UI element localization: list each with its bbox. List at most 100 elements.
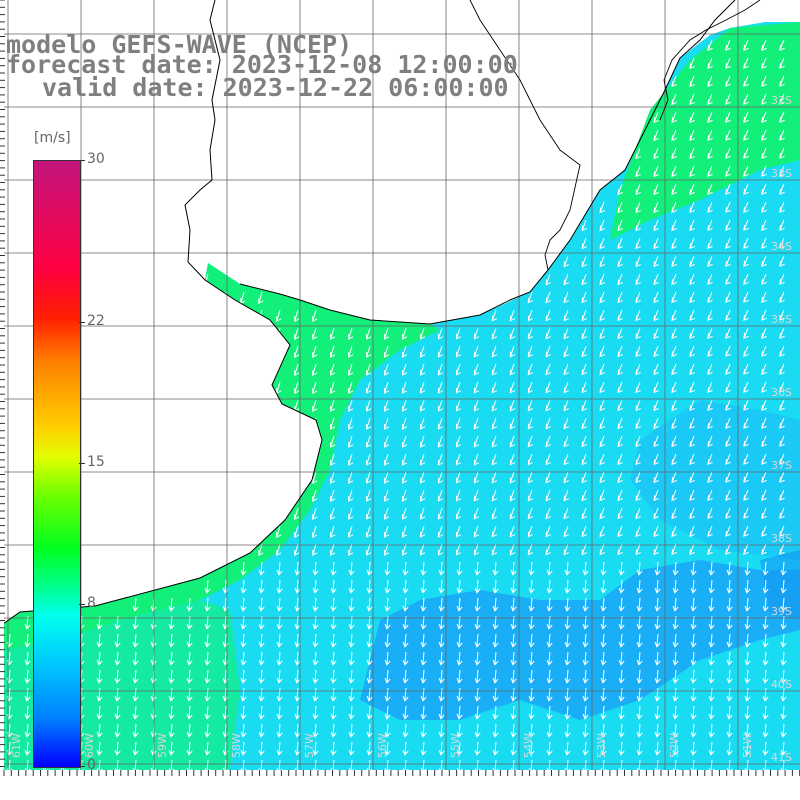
- wind-arrow: [294, 633, 301, 648]
- lon-label: 60W: [83, 733, 96, 758]
- wind-arrow: [653, 417, 659, 430]
- wind-arrow: [276, 651, 283, 666]
- wind-arrow: [564, 633, 571, 648]
- wind-arrow: [726, 651, 733, 666]
- wind-arrow: [366, 687, 373, 702]
- wind-arrow: [689, 183, 695, 195]
- wind-arrow: [276, 669, 283, 684]
- wind-arrow: [744, 705, 751, 720]
- wind-arrow: [743, 111, 749, 123]
- wind-arrow: [474, 597, 481, 612]
- wind-arrow: [672, 723, 679, 738]
- wind-arrow: [689, 75, 695, 87]
- wind-arrow: [744, 759, 751, 770]
- central-blue-zone: [630, 400, 800, 560]
- wind-arrow: [114, 633, 121, 648]
- wind-arrow: [618, 759, 625, 770]
- wind-arrow: [780, 579, 787, 594]
- wind-arrow: [689, 219, 695, 231]
- wind-arrow: [707, 39, 713, 51]
- wind-arrow: [545, 435, 551, 448]
- wind-arrow: [527, 327, 534, 340]
- wind-arrow: [761, 39, 767, 51]
- wind-arrow: [725, 147, 731, 159]
- wind-arrow: [707, 165, 713, 177]
- wind-arrow: [618, 597, 625, 612]
- wind-arrow: [744, 561, 751, 576]
- wind-arrow: [564, 579, 571, 594]
- wind-arrow: [762, 561, 769, 576]
- wind-arrow: [582, 561, 589, 576]
- wind-arrow: [653, 399, 659, 412]
- wind-arrow: [564, 669, 571, 684]
- uruguay-border: [469, 0, 581, 271]
- wind-arrow: [96, 651, 103, 666]
- wind-arrow: [510, 579, 517, 594]
- wind-arrow: [204, 633, 211, 648]
- wind-arrow: [600, 597, 607, 612]
- wind-arrow: [672, 633, 679, 648]
- wind-arrow: [653, 165, 659, 178]
- wind-arrow: [582, 759, 589, 770]
- lat-label: 36S: [771, 386, 792, 399]
- wind-arrow: [420, 597, 427, 612]
- wind-arrow: [330, 417, 336, 430]
- wind-arrow: [671, 507, 677, 520]
- wind-arrow: [276, 597, 283, 612]
- wind-arrow: [204, 759, 211, 770]
- wind-arrow: [725, 57, 731, 69]
- wind-arrow: [743, 291, 749, 303]
- wind-arrow: [348, 435, 354, 448]
- wind-arrow: [312, 597, 319, 612]
- wind-arrow: [546, 579, 553, 594]
- wind-arrow: [366, 381, 372, 394]
- wind-arrow: [725, 39, 731, 51]
- wind-arrow: [383, 471, 390, 484]
- wind-arrow: [330, 579, 337, 594]
- wind-arrow: [761, 111, 767, 123]
- wind-arrow: [779, 147, 785, 159]
- wind-arrow: [618, 741, 625, 756]
- lon-label: 57W: [303, 733, 316, 758]
- wind-arrow: [455, 399, 462, 412]
- wind-arrow: [671, 273, 677, 286]
- wind-arrow: [761, 93, 767, 105]
- wind-arrow: [509, 453, 516, 466]
- wind-arrow: [168, 723, 175, 738]
- wind-arrow: [132, 669, 139, 684]
- lon-label: 54W: [522, 733, 535, 758]
- lon-label: 52W: [668, 733, 681, 758]
- wind-arrow: [708, 741, 715, 756]
- wind-arrow: [240, 741, 247, 756]
- wind-arrow: [546, 741, 553, 756]
- wind-arrow: [384, 741, 391, 756]
- wind-arrow: [581, 273, 587, 286]
- wind-arrow: [419, 507, 426, 520]
- wind-arrow: [24, 723, 31, 738]
- wind-arrow: [599, 201, 605, 214]
- wind-arrow: [672, 561, 679, 576]
- wind-arrow: [474, 579, 481, 594]
- wind-arrow: [761, 309, 767, 321]
- wind-arrow: [689, 453, 695, 465]
- wind-arrow: [581, 345, 587, 358]
- wind-arrow: [240, 705, 247, 720]
- wind-arrow: [312, 363, 318, 377]
- wind-arrow: [743, 453, 749, 465]
- wind-arrow: [312, 561, 319, 576]
- wind-arrow: [240, 633, 247, 648]
- wind-arrow: [635, 435, 641, 448]
- wind-arrow: [690, 741, 697, 756]
- wind-arrow: [132, 651, 139, 666]
- wind-arrow: [330, 381, 336, 394]
- wind-arrow: [671, 327, 677, 340]
- wind-arrow: [114, 705, 121, 720]
- wind-arrow: [636, 651, 643, 666]
- wind-arrow: [636, 579, 643, 594]
- wind-arrow: [546, 759, 553, 770]
- wind-arrow: [707, 273, 713, 285]
- wind-arrow: [707, 489, 713, 501]
- wind-arrow: [671, 237, 677, 250]
- colorbar-tick-mark: [79, 321, 85, 323]
- wind-arrow: [690, 633, 697, 648]
